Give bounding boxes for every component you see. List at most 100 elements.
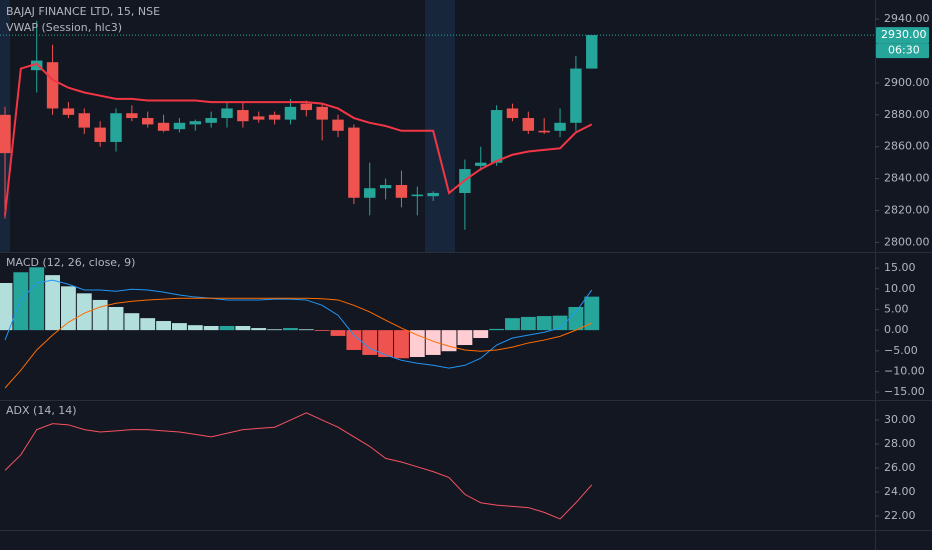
candle-body — [253, 116, 265, 120]
y-tick-label: 2940.00 — [884, 12, 930, 25]
y-tick-label: 2860.00 — [884, 140, 930, 153]
y-tick-label: 24.00 — [884, 485, 916, 498]
candle-body — [110, 113, 122, 142]
macd-histogram-bar — [489, 328, 505, 331]
macd-histogram-bar — [76, 293, 92, 331]
macd-histogram-bar — [235, 326, 251, 331]
macd-histogram-bar — [314, 330, 330, 331]
macd-histogram-bar — [203, 326, 219, 331]
macd-histogram-bar — [378, 330, 394, 358]
candle-body — [490, 110, 503, 163]
last-price-box — [876, 27, 929, 44]
candle-body — [316, 106, 328, 120]
macd-histogram-bar — [584, 296, 600, 331]
candle-body — [506, 108, 519, 119]
vwap-legend: VWAP (Session, hlc3) — [6, 21, 122, 34]
candle-body — [173, 122, 186, 130]
candle-body — [284, 106, 297, 120]
candle-body — [94, 127, 106, 142]
candle-body — [475, 162, 487, 166]
candle-body — [570, 68, 582, 123]
macd-histogram-bar — [425, 330, 441, 355]
macd-histogram-bar — [172, 323, 187, 331]
macd-histogram-bar — [520, 316, 536, 331]
candle-body — [78, 113, 90, 128]
candle-body — [522, 118, 535, 131]
candle-body — [237, 110, 249, 122]
y-tick-label: 2900.00 — [884, 76, 930, 89]
macd-histogram-bar — [92, 299, 108, 331]
macd-histogram-bar — [108, 306, 124, 331]
macd-histogram-bar — [219, 326, 235, 331]
macd-histogram-bar — [457, 330, 473, 346]
y-tick-label: 10.00 — [884, 282, 916, 295]
macd-histogram-bar — [394, 330, 409, 359]
macd-histogram-bar — [362, 330, 378, 355]
candle-body — [364, 188, 376, 198]
candle-body — [395, 185, 408, 198]
y-tick-label: −10.00 — [884, 364, 925, 377]
candle-body — [126, 113, 138, 119]
adx-legend: ADX (14, 14) — [6, 404, 77, 417]
macd-histogram-bar — [536, 316, 552, 331]
y-tick-label: 30.00 — [884, 413, 916, 426]
adx-line — [4, 412, 593, 520]
session-band — [425, 0, 455, 252]
candle-body — [268, 114, 281, 120]
macd-histogram-bar — [251, 328, 267, 331]
y-tick-label: 28.00 — [884, 437, 916, 450]
axes: 2800.00 2820.00 2840.00 2860.00 2880.00 2900.… — [875, 12, 930, 522]
candle-body — [554, 122, 566, 131]
y-tick-label: −5.00 — [884, 344, 918, 357]
y-tick-label: 2880.00 — [884, 108, 930, 121]
countdown-label: 06:30 — [888, 44, 920, 57]
macd-histogram-bar — [124, 313, 140, 331]
macd-histogram-bar — [45, 275, 61, 331]
macd-histogram-bar — [283, 328, 298, 331]
candle-body — [31, 60, 43, 71]
candle-body — [538, 130, 550, 133]
macd-histogram-bar — [298, 329, 314, 331]
y-tick-label: 15.00 — [884, 261, 916, 274]
macd-histogram-bar — [0, 283, 13, 331]
macd-histogram-bar — [409, 330, 425, 358]
y-tick-label: 2820.00 — [884, 204, 930, 217]
candle-body — [379, 185, 392, 189]
y-tick-label: 22.00 — [884, 509, 916, 522]
y-tick-label: 2800.00 — [884, 235, 930, 248]
countdown-box — [876, 43, 929, 59]
candle-body — [300, 103, 313, 111]
candle-body — [46, 62, 59, 109]
y-tick-label: 0.00 — [884, 323, 909, 336]
macd-histogram-bar — [187, 325, 203, 331]
macd-histogram-bar — [267, 329, 283, 331]
last-price-label: 2930.00 — [881, 28, 927, 41]
macd-histogram-bar — [552, 315, 568, 331]
candle-body — [157, 122, 170, 131]
macd-histogram-bar — [61, 286, 76, 331]
y-tick-label: 5.00 — [884, 302, 909, 315]
candle-body — [189, 121, 202, 125]
macd-histogram-bar — [156, 321, 172, 331]
macd-histogram-bar — [473, 330, 489, 338]
vwap-line — [4, 62, 593, 216]
macd-legend: MACD (12, 26, close, 9) — [6, 256, 135, 269]
candle-body — [221, 108, 233, 119]
macd-histogram-bar — [505, 318, 520, 331]
candle-body — [62, 108, 75, 115]
macd-histogram-bar — [568, 306, 584, 331]
candle-body — [586, 35, 598, 69]
macd-histogram-bar — [346, 330, 362, 350]
macd-histogram-bar — [330, 330, 346, 336]
candle-body — [411, 194, 424, 197]
candle-body — [427, 192, 439, 197]
macd-line — [4, 297, 592, 389]
y-tick-label: 26.00 — [884, 461, 916, 474]
marks — [0, 20, 875, 520]
candle-body — [0, 114, 11, 154]
macd-histogram-bar — [140, 318, 156, 331]
y-tick-label: 2840.00 — [884, 172, 930, 185]
candle-body — [205, 118, 217, 123]
